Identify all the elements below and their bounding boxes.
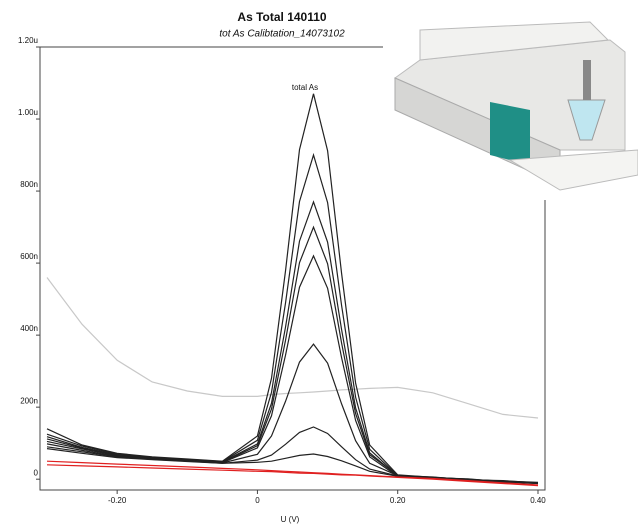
y-tick-label: 1.00u bbox=[18, 108, 38, 117]
chart-subtitle: tot As Calibtation_14073102 bbox=[219, 29, 345, 40]
y-tick-label: 800n bbox=[20, 180, 38, 189]
instrument-photo bbox=[383, 18, 638, 200]
x-axis-label: U (V) bbox=[281, 515, 300, 524]
peak-annotation: total As bbox=[292, 83, 318, 92]
vessel bbox=[567, 99, 606, 141]
data-line bbox=[46, 200, 539, 484]
chart-title: As Total 140110 bbox=[237, 10, 326, 24]
electrode bbox=[583, 60, 591, 100]
plot-frame bbox=[39, 46, 546, 491]
x-tick-label: 0.20 bbox=[390, 496, 406, 505]
data-line bbox=[46, 254, 539, 485]
data-line bbox=[46, 225, 539, 483]
instrument-tray bbox=[508, 149, 638, 191]
y-tick-label: 0 bbox=[34, 468, 39, 477]
y-tick-label: 400n bbox=[20, 324, 38, 333]
data-line bbox=[46, 464, 539, 487]
x-tick-label: -0.20 bbox=[108, 496, 127, 505]
x-tick-label: 0 bbox=[255, 496, 260, 505]
instrument-panel bbox=[490, 102, 530, 165]
y-tick-label: 1.20u bbox=[18, 36, 38, 45]
data-line bbox=[46, 460, 539, 486]
y-tick-label: 200n bbox=[20, 396, 38, 405]
data-line bbox=[46, 343, 539, 484]
instrument-top bbox=[419, 21, 610, 61]
x-tick-label: 0.40 bbox=[530, 496, 546, 505]
plot-area: 0 200n 400n 600n 800n 1.00u 1.20u -0.20 0 0.20 0.4… bbox=[18, 36, 546, 505]
data-line bbox=[46, 277, 539, 419]
y-tick-label: 600n bbox=[20, 252, 38, 261]
